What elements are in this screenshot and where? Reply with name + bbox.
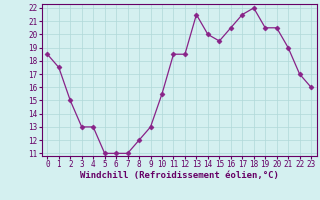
X-axis label: Windchill (Refroidissement éolien,°C): Windchill (Refroidissement éolien,°C) <box>80 171 279 180</box>
